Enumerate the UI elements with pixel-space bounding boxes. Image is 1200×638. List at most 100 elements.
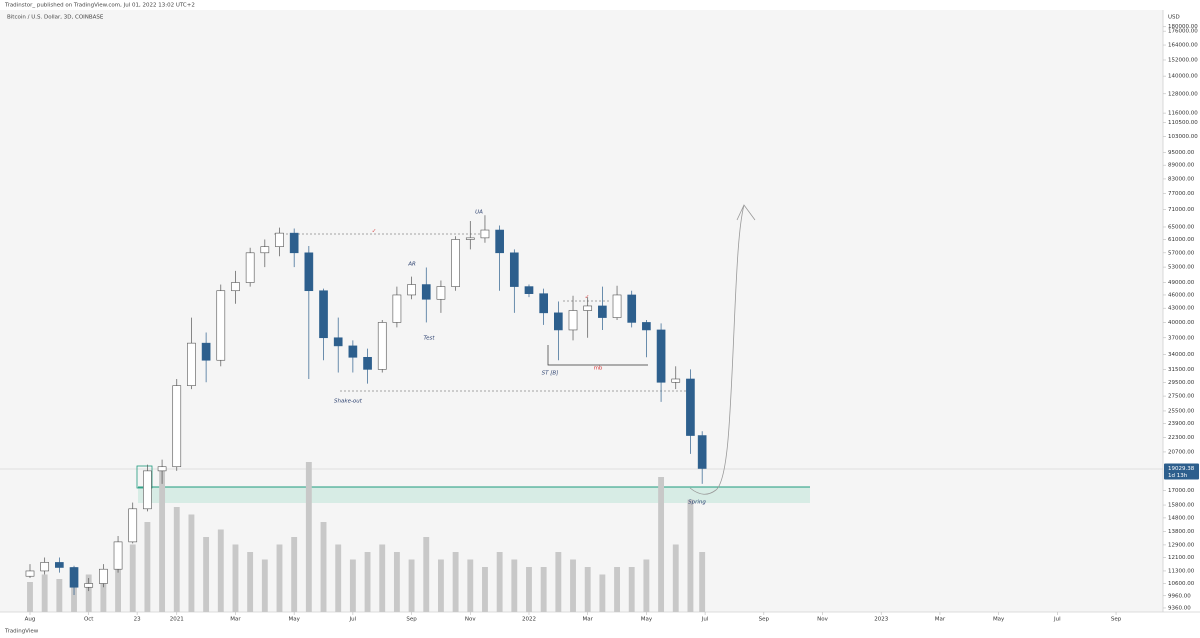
candle-body [348, 345, 358, 358]
volume-bar [56, 579, 63, 612]
candle-body [260, 246, 270, 254]
volume-bar [467, 559, 474, 612]
volume-bar [437, 559, 444, 612]
y-tick-label: 95000.00 [1168, 150, 1195, 156]
x-tick-label: Nov [817, 617, 828, 623]
volume-bar [188, 514, 195, 612]
y-tick-label: 11300.00 [1168, 568, 1195, 574]
x-tick-label: 2021 [170, 617, 184, 623]
candle-body [377, 322, 387, 370]
last-price-box [1164, 463, 1199, 480]
volume-bar [687, 499, 694, 612]
volume-bar [555, 552, 562, 612]
y-tick-label: 12100.00 [1168, 555, 1195, 561]
annotation: AR [407, 262, 416, 268]
volume-bar [247, 552, 254, 612]
y-tick-label: 9360.00 [1168, 605, 1191, 611]
volume-bar [305, 462, 312, 612]
candle-body [480, 229, 490, 239]
volume-bar [628, 567, 635, 612]
chart-title: Bitcoin / U.S. Dollar, 3D, COINBASE [7, 15, 104, 21]
candle-body [319, 290, 328, 339]
x-tick-label: Mar [582, 617, 593, 623]
candle-body [128, 508, 138, 543]
annotation: Shake-out [334, 399, 363, 405]
candle-body [187, 342, 196, 386]
candle-body [157, 466, 167, 472]
volume-bar [203, 537, 210, 612]
candle-body [627, 294, 637, 323]
y-tick-label: 17000.00 [1168, 488, 1195, 494]
y-tick-label: 110500.00 [1168, 120, 1198, 126]
y-tick-label: 40000.00 [1168, 320, 1195, 326]
volume-bar [261, 559, 268, 612]
candle-body [671, 378, 681, 383]
volume-bar [173, 507, 180, 612]
x-tick-label: Mar [230, 617, 241, 623]
y-tick-label: 10600.00 [1168, 581, 1195, 587]
annotation: ST [B] [542, 371, 559, 377]
volume-bar [320, 522, 327, 612]
y-tick-label: 77000.00 [1168, 191, 1195, 197]
candle-body [554, 312, 563, 331]
annotation: ✓ [372, 229, 377, 235]
candle-body [598, 305, 607, 318]
candle-body [84, 583, 94, 588]
plot-background [0, 10, 1163, 612]
annotation: UA [475, 210, 483, 216]
volume-bar [393, 552, 400, 612]
annotation: mb [594, 366, 603, 372]
volume-bar [144, 522, 151, 612]
y-tick-label: 46000.00 [1168, 292, 1195, 298]
countdown-label: 1d 13h [1168, 473, 1188, 479]
volume-bar [85, 574, 92, 612]
x-tick-label: Sep [1111, 617, 1122, 623]
candle-body [143, 470, 152, 510]
candle-body [656, 329, 666, 383]
x-tick-label: Sep [759, 617, 770, 623]
st-level [547, 345, 648, 366]
volume-bar [100, 570, 107, 612]
candle-body [333, 337, 343, 347]
y-tick-label: 83000.00 [1168, 176, 1195, 182]
y-tick-label: 128000.00 [1168, 91, 1198, 97]
y-tick-label: 57000.00 [1168, 250, 1195, 256]
y-tick-label: 15800.00 [1168, 503, 1195, 509]
y-tick-label: 13800.00 [1168, 529, 1195, 535]
volume-bar [599, 574, 606, 612]
volume-bar [335, 544, 342, 612]
volume-bar [496, 552, 503, 612]
candle-body [642, 322, 651, 331]
candle-body [465, 237, 475, 240]
y-tick-label: 37000.00 [1168, 335, 1195, 341]
volume-bar [511, 559, 518, 612]
candle-body [304, 252, 314, 292]
volume-bar [291, 537, 298, 612]
candle-body [25, 570, 35, 577]
candle-body [69, 567, 79, 588]
volume-bar [452, 552, 459, 612]
y-tick-label: 152000.00 [1168, 57, 1198, 63]
y-tick-label: 20700.00 [1168, 449, 1195, 455]
x-tick-label: Mar [935, 617, 946, 623]
y-tick-label: 23900.00 [1168, 421, 1195, 427]
volume-bar [540, 567, 547, 612]
x-tick-label: Jul [1053, 617, 1061, 623]
x-tick-label: May [641, 617, 653, 623]
volume-bar [482, 567, 488, 612]
volume-bar [658, 477, 665, 612]
y-tick-label: 22300.00 [1168, 435, 1195, 441]
volume-bar [643, 559, 650, 612]
x-tick-label: Sep [406, 617, 417, 623]
candle-body [539, 293, 549, 314]
y-tick-label: 65000.00 [1168, 224, 1195, 230]
candle-body [245, 252, 255, 283]
y-tick-label: 180000.00 [1168, 24, 1198, 30]
candle-body [289, 232, 299, 254]
y-tick-label: 27500.00 [1168, 394, 1195, 400]
candle-body [275, 232, 284, 247]
candle-body [55, 562, 64, 568]
volume-bar [349, 559, 356, 612]
y-tick-label: 176000.00 [1168, 29, 1198, 35]
volume-bar [159, 469, 166, 612]
